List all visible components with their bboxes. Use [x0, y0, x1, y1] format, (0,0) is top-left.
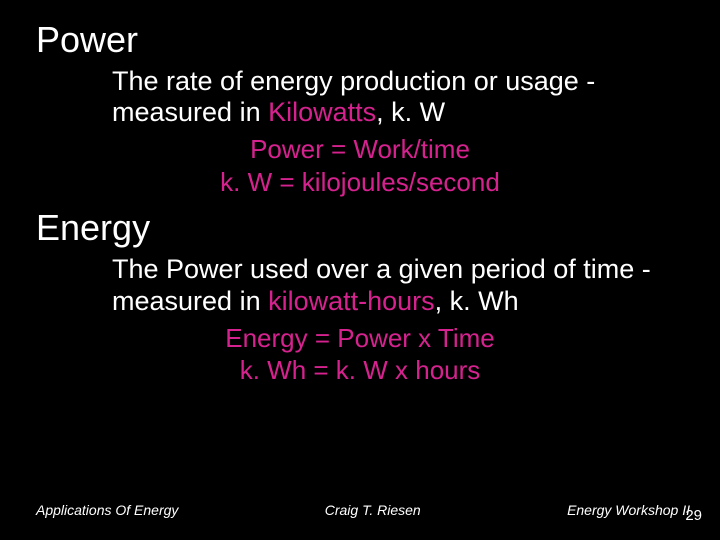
footer-right: Energy Workshop II [567, 502, 690, 518]
power-description-block: The rate of energy production or usage -… [112, 66, 664, 130]
energy-formula-2: k. Wh = k. W x hours [36, 354, 684, 387]
power-formula-block: Power = Work/time k. W = kilojoules/seco… [36, 133, 684, 198]
footer: Applications Of Energy Craig T. Riesen E… [0, 502, 720, 518]
power-heading: Power [36, 20, 684, 60]
energy-description-block: The Power used over a given period of ti… [112, 254, 664, 318]
energy-heading: Energy [36, 208, 684, 248]
energy-formula-1: Energy = Power x Time [36, 322, 684, 355]
energy-formula-block: Energy = Power x Time k. Wh = k. W x hou… [36, 322, 684, 387]
power-desc-highlight: Kilowatts [268, 97, 376, 127]
page-number: 29 [685, 507, 702, 524]
power-formula-1: Power = Work/time [36, 133, 684, 166]
slide: Power The rate of energy production or u… [0, 0, 720, 540]
energy-desc-highlight: kilowatt-hours [268, 286, 435, 316]
footer-left: Applications Of Energy [36, 502, 178, 518]
footer-center: Craig T. Riesen [178, 502, 567, 518]
energy-desc-post: , k. Wh [435, 286, 519, 316]
power-desc-post: , k. W [376, 97, 445, 127]
power-formula-2: k. W = kilojoules/second [36, 166, 684, 199]
